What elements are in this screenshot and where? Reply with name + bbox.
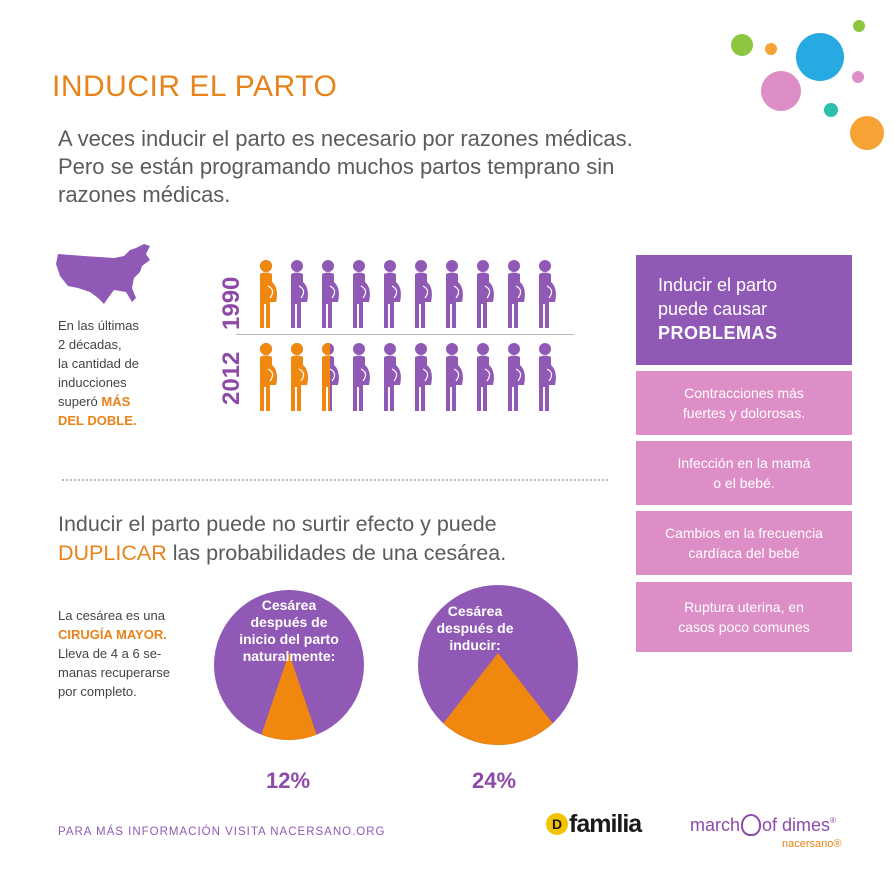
pregnant-figure [539, 343, 556, 411]
march-logo-mother-icon [741, 814, 762, 836]
problem-text: fuertes y dolorosas. [682, 405, 806, 421]
year-label-1990: 1990 [218, 276, 245, 330]
pregnant-figure [353, 343, 370, 411]
pregnant-figure [415, 260, 432, 328]
year-divider [236, 334, 574, 335]
pie-label-natural: Cesárea después de inicio del parto natu… [222, 597, 356, 665]
pregnant-figure [477, 343, 494, 411]
intro-text: A veces inducir el parto es necesario po… [58, 126, 633, 207]
statement-part2: las probabilidades de una cesárea. [166, 541, 507, 565]
decorative-dots [731, 20, 884, 150]
pregnant-figure [508, 343, 525, 411]
problem-item: Contracciones más fuertes y dolorosas. [636, 371, 852, 435]
march-logo-reg: ® [830, 816, 836, 825]
cesarea-line: por completo. [58, 684, 137, 699]
cesarea-note: La cesárea es una CIRUGÍA MAYOR. Lleva d… [58, 606, 208, 701]
pregnant-figures-chart [260, 260, 556, 411]
pregnant-figure [260, 343, 277, 411]
footer-link[interactable]: PARA MÁS INFORMACIÓN VISITA NACERSANO.OR… [58, 826, 386, 838]
percent-induced: 24% [472, 768, 517, 793]
pregnant-figure [260, 260, 277, 328]
problems-heading-emphasis: PROBLEMAS [658, 323, 778, 343]
cesarea-emphasis: CIRUGÍA MAYOR. [58, 627, 167, 642]
dot-green [731, 34, 753, 56]
section-divider [62, 479, 608, 481]
pie-label-line: Cesárea [447, 603, 503, 619]
decades-line: inducciones [58, 375, 127, 390]
problems-heading: Inducir el parto puede causar PROBLEMAS [636, 255, 852, 365]
pregnant-figure [446, 260, 463, 328]
decades-emphasis-line: DEL DOBLE. [58, 413, 137, 428]
pie-label-line: naturalmente: [242, 648, 336, 664]
statement-part1: Inducir el parto puede no surtir efecto … [58, 512, 497, 536]
decades-line: superó MÁS [58, 392, 218, 411]
nacersano-logo: nacersano® [782, 838, 842, 850]
pregnant-figure [291, 343, 308, 411]
pregnant-figure [322, 343, 339, 411]
pregnant-figure [508, 260, 525, 328]
pregnant-figure [539, 260, 556, 328]
problem-text: Cambios en la frecuencia [665, 525, 823, 541]
problem-text: o el bebé. [713, 475, 775, 491]
pregnant-figure [322, 260, 339, 328]
problem-item: Infección en la mamá o el bebé. [636, 441, 852, 505]
dot-blue [796, 33, 844, 81]
year-label-2012: 2012 [218, 351, 245, 405]
decades-line: 2 décadas, [58, 337, 122, 352]
cesarea-line: La cesárea es una [58, 608, 165, 623]
problem-text: Contracciones más [684, 385, 804, 401]
familia-logo-d: D [546, 813, 568, 835]
cesarea-line: manas recuperarse [58, 665, 170, 680]
cesarea-statement: Inducir el parto puede no surtir efecto … [58, 510, 618, 568]
pregnant-figure [384, 260, 401, 328]
pie-label-line: inicio del parto [239, 631, 339, 647]
dot-orange-small [765, 43, 777, 55]
problem-text: Ruptura uterina, en [684, 599, 804, 615]
page-title: INDUCIR EL PARTO [52, 70, 338, 103]
problem-item: Cambios en la frecuencia cardíaca del beb… [636, 511, 852, 575]
decades-note: En las últimas 2 décadas, la cantidad de… [58, 316, 218, 430]
problem-text: casos poco comunes [678, 619, 810, 635]
pie-label-line: Cesárea [261, 597, 317, 613]
problem-text: Infección en la mamá [677, 455, 811, 471]
pie-chart-natural [214, 590, 364, 740]
march-of-dimes-logo: march of dimes® [690, 814, 836, 836]
problems-heading-line: puede causar [658, 299, 768, 319]
statement-emphasis: DUPLICAR [58, 541, 167, 565]
dot-lime [853, 20, 865, 32]
cesarea-line: Lleva de 4 a 6 se- [58, 646, 162, 661]
pie-label-line: después de [436, 620, 514, 636]
pregnant-figure [291, 260, 308, 328]
problem-text: cardíaca del bebé [688, 545, 800, 561]
decades-emphasis: MÁS [101, 394, 131, 409]
pregnant-figure [353, 260, 370, 328]
march-logo-part1: march [690, 815, 741, 835]
pie-label-induced: Cesárea después de inducir: [430, 603, 520, 654]
dot-teal [824, 103, 838, 117]
pregnant-figure [477, 260, 494, 328]
dot-orange [850, 116, 884, 150]
us-map-icon [56, 244, 150, 304]
dot-pink [761, 71, 801, 111]
decades-line: la cantidad de [58, 356, 139, 371]
march-logo-part2: of dimes [762, 815, 831, 835]
pregnant-figure [446, 343, 463, 411]
problem-item: Ruptura uterina, en casos poco comunes [636, 582, 852, 652]
pie-slice [443, 653, 553, 745]
pie-label-line: después de [250, 614, 328, 630]
decades-line: En las últimas [58, 318, 139, 333]
percent-natural: 12% [266, 768, 311, 793]
pregnant-figure [415, 343, 432, 411]
problems-heading-line: Inducir el parto [658, 275, 778, 295]
pregnant-figure [384, 343, 401, 411]
pie-slice [261, 653, 317, 740]
dot-pink-small [852, 71, 864, 83]
decades-prefix: superó [58, 394, 102, 409]
pie-label-line: inducir: [449, 637, 501, 653]
pie-chart-induced [418, 585, 578, 745]
familia-logo-text: familia [569, 810, 642, 838]
